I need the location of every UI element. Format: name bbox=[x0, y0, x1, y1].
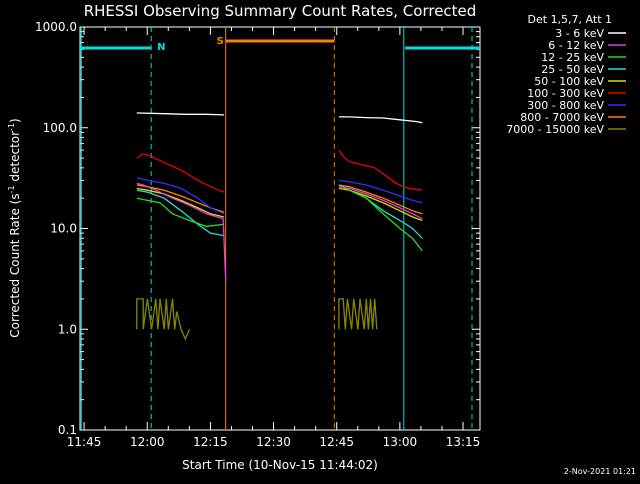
series-line bbox=[338, 116, 423, 124]
series-line bbox=[338, 184, 423, 252]
series-line bbox=[136, 189, 225, 237]
legend-label: 300 - 800 keV bbox=[527, 99, 604, 112]
y-tick-label: 1000.0 bbox=[35, 20, 77, 34]
legend-label: 800 - 7000 keV bbox=[520, 111, 604, 124]
plot-border bbox=[79, 26, 481, 431]
legend-label: 50 - 100 keV bbox=[534, 75, 604, 88]
x-axis-label: Start Time (10-Nov-15 11:44:02) bbox=[182, 458, 378, 472]
y-tick-label: 100.0 bbox=[43, 121, 77, 135]
marker-flag: N bbox=[157, 42, 165, 53]
series-line bbox=[136, 197, 225, 228]
chart-title: RHESSI Observing Summary Count Rates, Co… bbox=[84, 2, 477, 20]
x-tick-label: 11:45 bbox=[67, 435, 102, 449]
time-markers: NS bbox=[80, 27, 473, 430]
series-line bbox=[338, 179, 423, 204]
y-axis-label: Corrected Count Rate (s-1 detector-1) bbox=[7, 118, 22, 337]
footer-timestamp: 2-Nov-2021 01:21 bbox=[564, 467, 636, 476]
legend-label: 25 - 50 keV bbox=[541, 63, 604, 76]
series-line bbox=[136, 187, 225, 218]
marker-flag: S bbox=[217, 36, 224, 47]
x-tick-label: 12:00 bbox=[130, 435, 165, 449]
series-line bbox=[338, 298, 378, 330]
x-tick-label: 13:00 bbox=[383, 435, 418, 449]
x-tick-label: 13:15 bbox=[446, 435, 481, 449]
series-line bbox=[136, 153, 225, 193]
series-line bbox=[338, 149, 423, 191]
x-tick-label: 12:45 bbox=[319, 435, 354, 449]
y-tick-label: 0.1 bbox=[58, 423, 77, 437]
legend-label: 3 - 6 keV bbox=[555, 27, 604, 40]
legend-label: 100 - 300 keV bbox=[527, 87, 604, 100]
series-line bbox=[136, 298, 191, 341]
x-tick-label: 12:30 bbox=[256, 435, 291, 449]
data-series bbox=[136, 112, 423, 341]
series-line bbox=[338, 184, 423, 215]
y-axis-ticks: 1000.0 100.0 10.0 1.0 0.1 bbox=[35, 20, 480, 437]
x-tick-label: 12:15 bbox=[193, 435, 228, 449]
series-line bbox=[136, 176, 225, 215]
legend-label: 12 - 25 keV bbox=[541, 51, 604, 64]
x-axis-ticks: 11:45 12:00 12:15 12:30 12:45 13:00 13:15 bbox=[67, 27, 481, 449]
series-line bbox=[136, 112, 225, 116]
series-line bbox=[338, 187, 423, 222]
series-line bbox=[338, 186, 423, 220]
plot-frame bbox=[79, 26, 481, 431]
series-line bbox=[136, 182, 227, 282]
legend-label: 7000 - 15000 keV bbox=[506, 123, 604, 136]
legend-header: Det 1,5,7, Att 1 bbox=[528, 13, 612, 26]
y-tick-label: 1.0 bbox=[58, 322, 77, 336]
y-tick-label: 10.0 bbox=[50, 222, 77, 236]
status-bars bbox=[80, 39, 480, 50]
legend-label: 6 - 12 keV bbox=[548, 39, 604, 52]
